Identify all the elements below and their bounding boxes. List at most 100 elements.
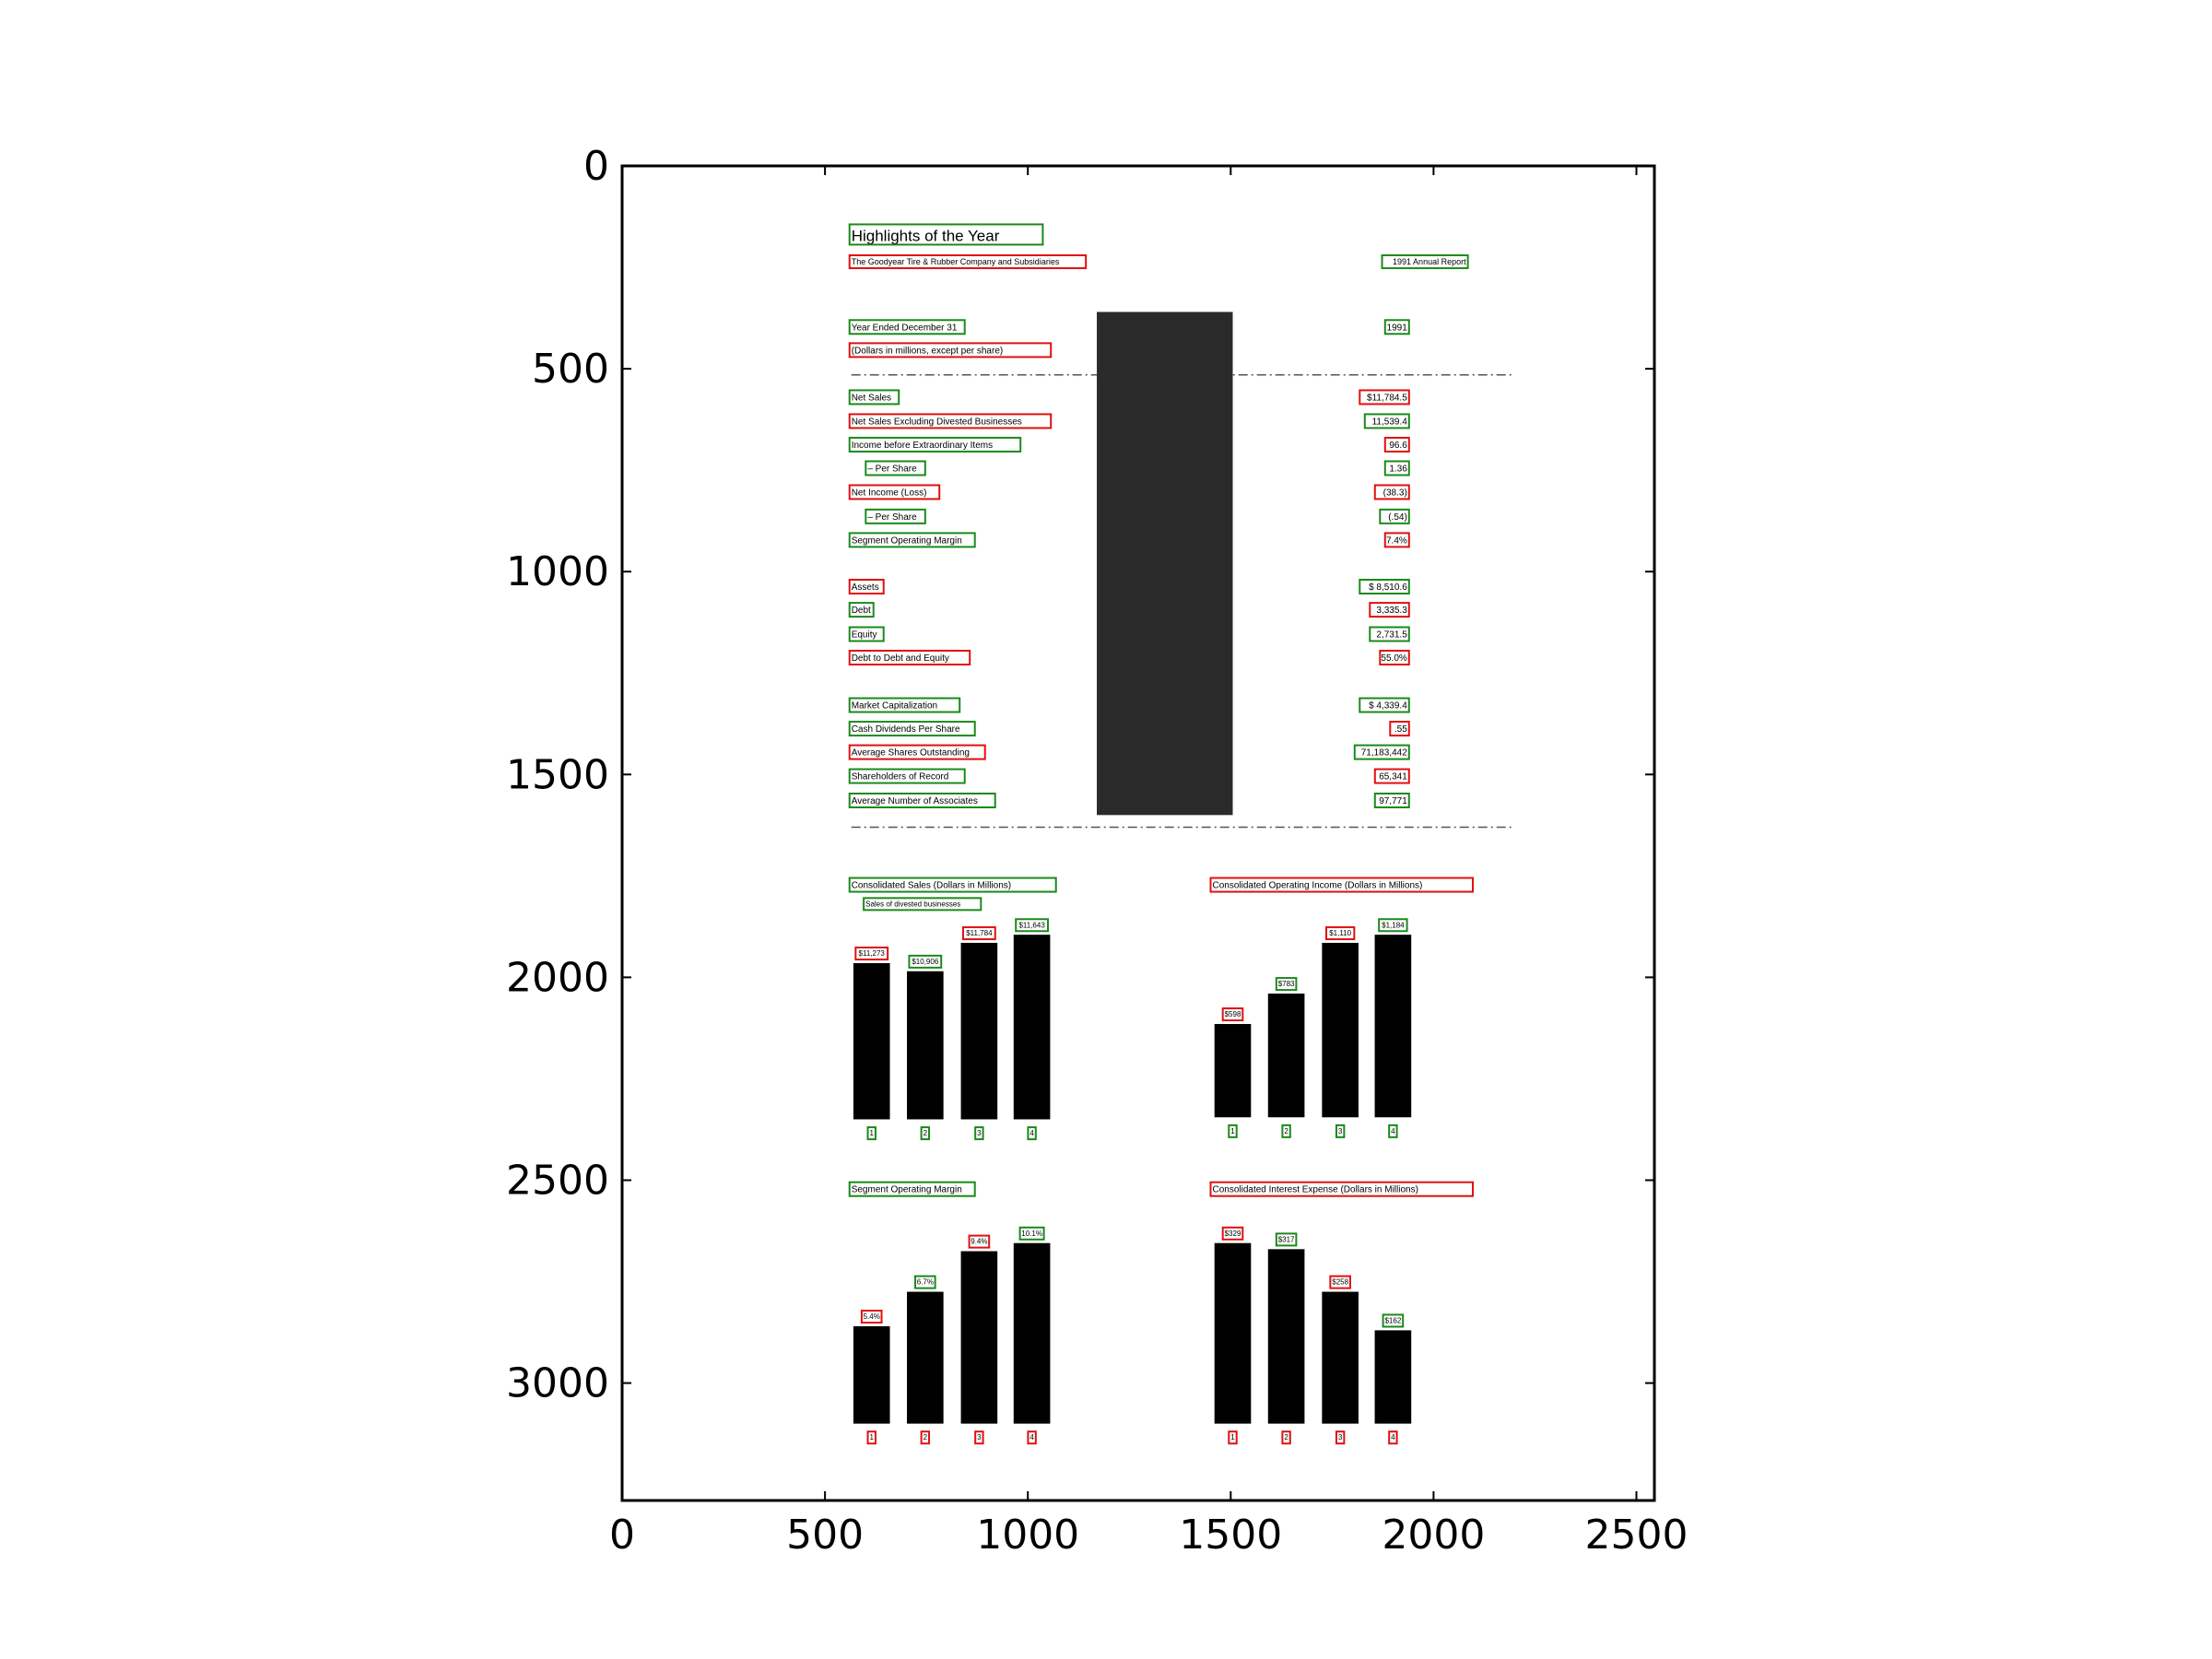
annotation-box <box>860 1310 883 1324</box>
annotation-box <box>848 532 976 548</box>
x-tick-label: 1000 <box>976 1512 1079 1559</box>
annotation-box <box>854 947 889 961</box>
chart-title: Consolidated Sales (Dollars in Millions) <box>852 881 1011 891</box>
table-row-value: $ 4,339.4 <box>1369 701 1407 712</box>
table-header-2: (Dollars in millions, except per share) <box>852 346 1004 356</box>
table-row-label: Net Sales <box>852 393 891 403</box>
table-row-label: Debt <box>852 606 871 616</box>
annotation-box <box>848 579 885 595</box>
chart-category-label: 4 <box>1391 1433 1395 1441</box>
annotation-box <box>848 389 900 406</box>
annotation-box <box>1359 697 1410 713</box>
y-tick-label: 0 <box>583 143 609 190</box>
table-row-label: Equity <box>852 630 877 641</box>
chart-category-label: 3 <box>1338 1127 1343 1135</box>
x-tick-label: 1500 <box>1179 1512 1282 1559</box>
annotation-box <box>1373 792 1410 808</box>
annotation-box <box>1221 1226 1244 1241</box>
annotation-box <box>920 1126 931 1141</box>
table-row-value: 97,771 <box>1379 796 1407 806</box>
annotation-box <box>848 744 986 760</box>
annotation-box <box>1335 1124 1346 1138</box>
table-row-label: Shareholders of Record <box>852 772 949 782</box>
table-row-value: 55.0% <box>1381 653 1406 664</box>
annotation-box <box>848 1181 976 1197</box>
doc-title: Highlights of the Year <box>852 227 1000 244</box>
annotation-box <box>1324 926 1356 941</box>
y-tick-label: 500 <box>532 346 609 393</box>
chart-value-label: $258 <box>1332 1278 1348 1287</box>
chart-title: Segment Operating Margin <box>852 1185 962 1195</box>
x-tick-label: 2000 <box>1382 1512 1485 1559</box>
annotation-box <box>1389 721 1410 737</box>
annotation-box <box>908 954 943 969</box>
table-row-label: Average Shares Outstanding <box>852 748 970 759</box>
annotation-box <box>974 1430 984 1445</box>
x-tick-label: 0 <box>609 1512 635 1559</box>
annotation-box <box>1369 626 1410 642</box>
table-row-value: (.54) <box>1388 512 1407 523</box>
table-row-value: $11,784.5 <box>1367 393 1407 403</box>
chart-category-label: 3 <box>977 1129 982 1137</box>
annotation-box <box>848 768 966 784</box>
table-year-label: 1991 <box>1387 323 1408 333</box>
chart-title: Consolidated Operating Income (Dollars i… <box>1212 881 1422 891</box>
y-tick-label: 2000 <box>506 954 609 1001</box>
annotation-box <box>1359 579 1410 595</box>
chart-bar <box>907 1291 944 1424</box>
annotation-box <box>863 897 982 912</box>
annotation-box <box>1018 1226 1045 1241</box>
annotation-box <box>848 650 971 666</box>
annotation-box <box>961 926 996 941</box>
annotation-box <box>1275 977 1298 992</box>
chart-bar <box>853 962 890 1120</box>
annotation-box <box>865 460 926 477</box>
chart-value-label: $329 <box>1225 1230 1241 1238</box>
chart-subtitle: Sales of divested businesses <box>865 900 960 908</box>
table-row-label: Market Capitalization <box>852 701 937 712</box>
photo-block <box>1097 312 1233 816</box>
table-row-value: 96.6 <box>1389 441 1407 451</box>
annotation-box <box>1015 918 1050 933</box>
table-row-value: 71,183,442 <box>1361 748 1407 759</box>
table-row-value: 65,341 <box>1379 772 1407 782</box>
annotation-box <box>1281 1124 1291 1138</box>
annotation-box <box>1379 508 1410 524</box>
table-row-label: Cash Dividends Per Share <box>852 724 960 735</box>
annotation-box <box>1383 460 1410 477</box>
table-row-value: .55 <box>1394 724 1407 735</box>
chart-value-label: 5.4% <box>864 1312 880 1321</box>
table-row-label: Net Income (Loss) <box>852 488 927 498</box>
table-row-value: 3,335.3 <box>1376 606 1407 616</box>
chart-category-label: 1 <box>1230 1127 1235 1135</box>
table-row-label: Segment Operating Margin <box>852 535 962 546</box>
annotation-box <box>1383 532 1410 548</box>
annotation-box <box>1369 602 1410 618</box>
chart-bar <box>1374 935 1412 1118</box>
chart-value-label: $317 <box>1278 1235 1295 1243</box>
annotation-box <box>848 792 996 808</box>
annotation-box <box>920 1430 931 1445</box>
annotation-box <box>1379 650 1410 666</box>
annotation-box <box>848 697 961 713</box>
chart-category-label: 1 <box>869 1129 874 1137</box>
chart-bar <box>1267 1249 1305 1424</box>
table-row-label: Income before Extraordinary Items <box>852 441 993 451</box>
annotation-box <box>848 484 941 500</box>
annotation-box <box>1383 436 1410 453</box>
annotation-box <box>1209 1181 1474 1197</box>
chart-value-label: 6.7% <box>917 1278 934 1287</box>
chart-bar <box>1013 1242 1051 1424</box>
annotation-box <box>1027 1126 1037 1141</box>
annotation-box <box>1027 1430 1037 1445</box>
chart-category-label: 2 <box>924 1129 928 1137</box>
annotation-box <box>848 626 885 642</box>
table-row-value: 1.36 <box>1389 464 1407 474</box>
document-page: Highlights of the Year The Goodyear Tire … <box>851 227 1515 1441</box>
chart-bar <box>1322 1291 1359 1424</box>
annotation-box <box>848 436 1022 453</box>
annotation-box <box>968 1234 991 1249</box>
annotation-box <box>1382 1313 1405 1328</box>
annotation-box <box>848 253 1088 269</box>
chart-category-label: 4 <box>1391 1127 1395 1135</box>
